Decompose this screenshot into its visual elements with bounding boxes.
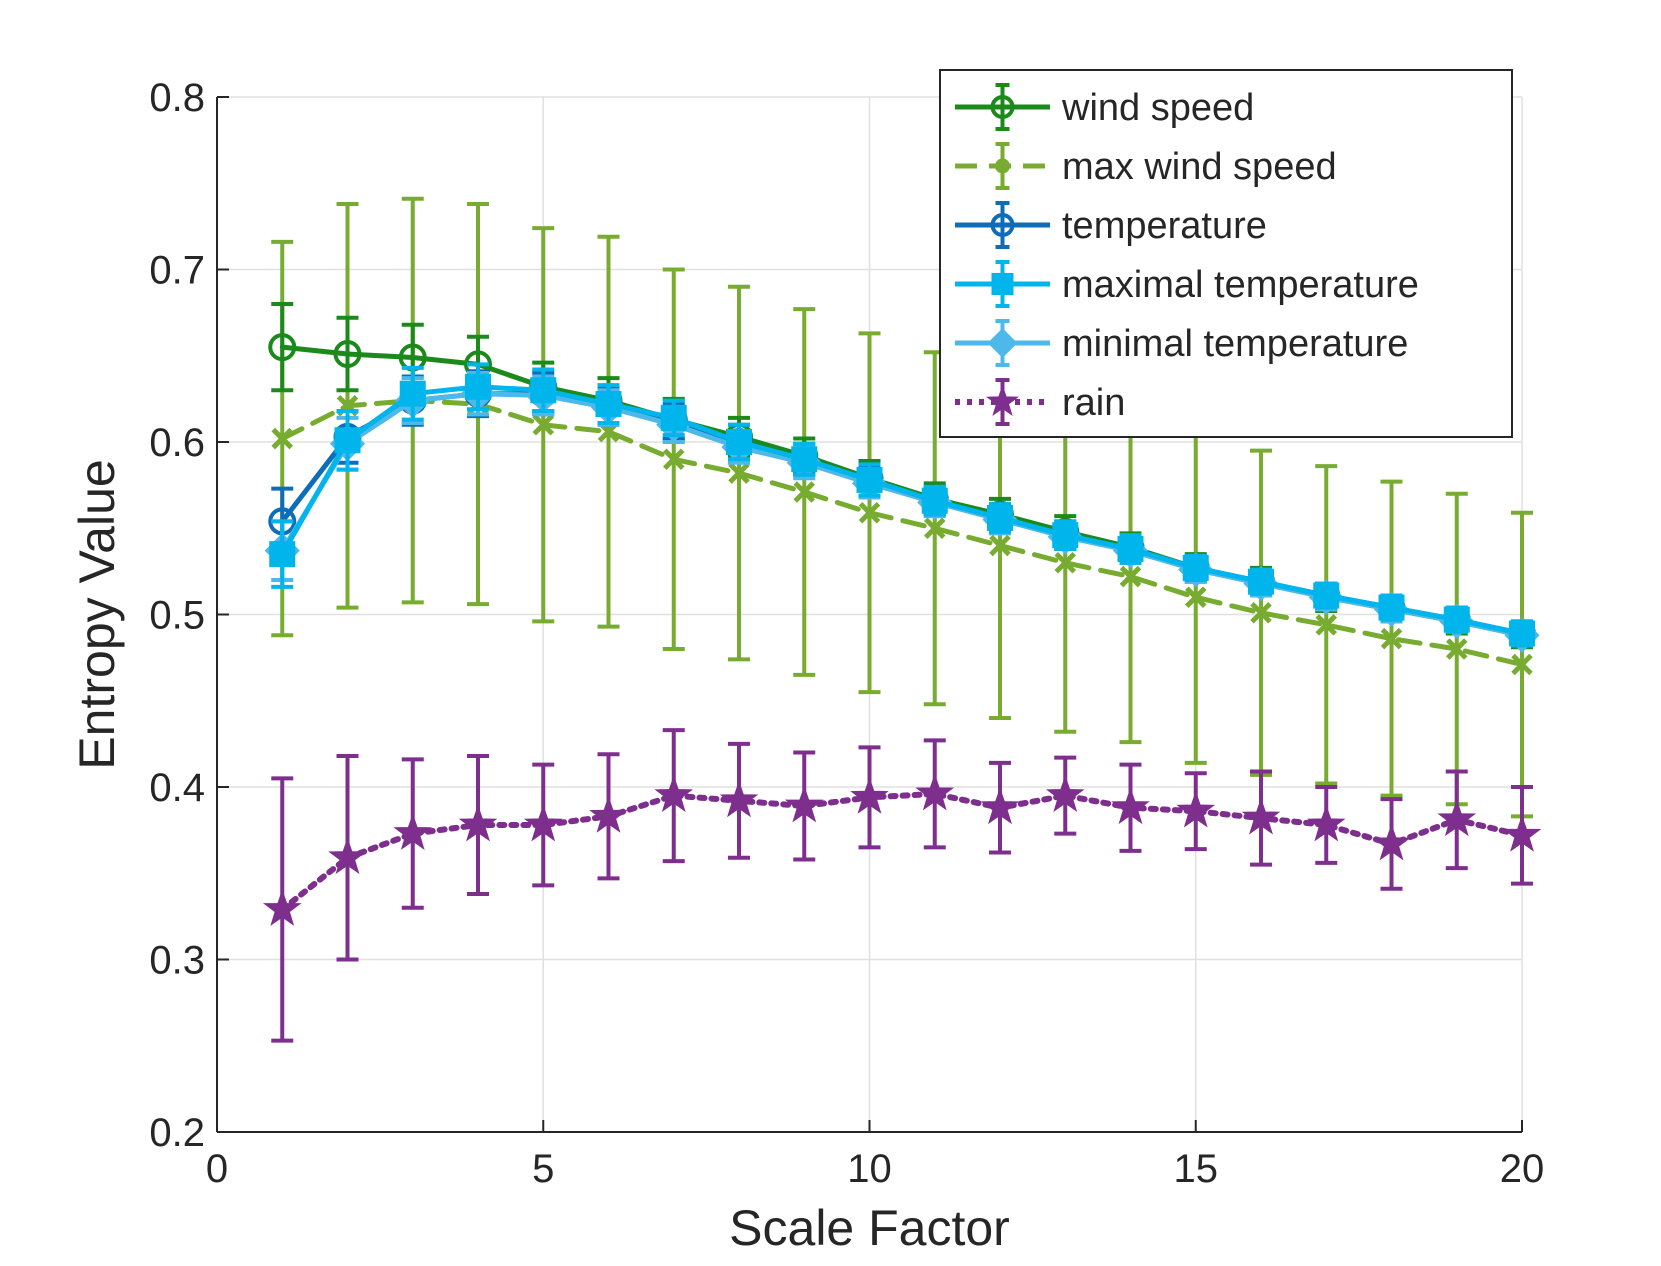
rain-point	[458, 804, 498, 842]
y-tick-label: 0.8	[149, 76, 205, 120]
maximal-temperature-point	[987, 504, 1013, 531]
x-tick-label: 20	[1500, 1147, 1545, 1191]
wind-speed-point	[268, 333, 297, 362]
axes: 0 5 10 15 20 0.2 0.3 0.4 0.5 0.6 0.7 0.8	[149, 76, 1544, 1191]
legend-item-rain: rain	[955, 378, 1125, 426]
legend-label: rain	[1062, 382, 1125, 424]
legend-label: max wind speed	[1062, 146, 1337, 188]
max-wind-speed-point	[271, 427, 294, 450]
max-wind-speed-point	[1315, 614, 1338, 636]
rain-point	[1241, 797, 1281, 835]
rain-point	[1306, 804, 1346, 842]
legend-marker-temperature	[990, 213, 1015, 237]
maximal-temperature-point	[1443, 606, 1470, 633]
y-tick-label: 0.2	[149, 1111, 205, 1155]
rain-point	[589, 795, 628, 833]
maximal-temperature-point	[660, 404, 687, 431]
series-group	[262, 196, 1542, 1043]
maximal-temperature-point	[595, 391, 622, 418]
max-wind-speed-point	[728, 462, 750, 484]
rain-point	[328, 837, 367, 875]
y-tick-label: 0.6	[149, 421, 205, 465]
maximal-temperature-point	[1248, 568, 1274, 595]
legend-item-max-wind-speed: max wind speed	[955, 142, 1337, 190]
rain-point	[1372, 823, 1411, 861]
legend-marker-wind-speed	[990, 95, 1015, 119]
legend-marker-max-wind-speed	[995, 158, 1010, 174]
x-tick-label: 15	[1174, 1147, 1219, 1191]
rain-point	[393, 813, 433, 850]
rain-point	[980, 787, 1020, 825]
maximal-temperature-point	[269, 541, 296, 568]
rain-point	[915, 773, 955, 811]
maximal-temperature-point	[465, 373, 491, 400]
maximal-temperature-point	[726, 429, 752, 455]
series-rain	[262, 728, 1542, 1043]
max-wind-speed-point	[662, 448, 685, 471]
y-tick-label: 0.7	[149, 249, 205, 293]
max-wind-speed-point	[989, 534, 1011, 557]
rain-point	[850, 777, 889, 814]
max-wind-speed-point	[1380, 627, 1403, 650]
max-wind-speed-point	[532, 413, 555, 436]
max-wind-speed-point	[1445, 638, 1468, 660]
y-tick-label: 0.4	[149, 766, 205, 810]
legend-item-wind-speed: wind speed	[955, 83, 1254, 131]
series-max-wind-speed	[271, 196, 1533, 819]
max-wind-speed-point	[923, 517, 946, 540]
maximal-temperature-point	[856, 466, 883, 493]
legend-label: temperature	[1062, 205, 1267, 247]
y-tick-label: 0.5	[149, 594, 205, 638]
legend-box	[939, 69, 1513, 438]
rain-point	[784, 785, 824, 823]
x-tick-label: 10	[847, 1147, 892, 1191]
maximal-temperature-point	[334, 427, 361, 454]
legend-item-maximal-temperature: maximal temperature	[955, 260, 1419, 308]
rain-point	[719, 780, 759, 818]
legend: wind speed max wind speed temperature maxim…	[939, 69, 1513, 438]
wind-speed-point	[333, 340, 362, 369]
legend-label: minimal temperature	[1062, 323, 1408, 365]
legend-label: wind speed	[1061, 87, 1254, 129]
max-wind-speed-point	[1119, 565, 1142, 588]
max-wind-speed-point	[1250, 602, 1272, 624]
maximal-temperature-point	[1378, 594, 1405, 621]
maximal-temperature-point	[399, 380, 426, 407]
max-wind-speed-point	[793, 481, 816, 503]
maximal-temperature-point	[1313, 582, 1340, 609]
legend-item-temperature: temperature	[955, 201, 1267, 249]
rain-point	[1176, 790, 1216, 828]
rain-point	[1111, 787, 1150, 825]
rain-point	[1437, 799, 1477, 837]
maximal-temperature-point	[530, 377, 557, 404]
maximal-temperature-point	[1509, 620, 1535, 647]
rain-point	[654, 775, 694, 813]
max-wind-speed-point	[1054, 551, 1077, 574]
legend-label: maximal temperature	[1062, 264, 1419, 306]
x-axis-label: Scale Factor	[729, 1200, 1010, 1256]
rain-point	[1045, 775, 1085, 813]
legend-item-minimal-temperature: minimal temperature	[955, 319, 1408, 367]
x-tick-label: 5	[532, 1147, 554, 1191]
rain-point	[1502, 814, 1542, 852]
y-tick-label: 0.3	[149, 939, 205, 983]
legend-marker-minimal-temperature	[987, 328, 1018, 358]
legend-marker-maximal-temperature	[991, 273, 1014, 295]
rain-point	[523, 804, 563, 842]
max-wind-speed-point	[1511, 653, 1533, 676]
maximal-temperature-point	[1117, 535, 1144, 562]
max-wind-speed-point	[858, 501, 881, 524]
maximal-temperature-point	[1052, 522, 1079, 549]
maximal-temperature-point	[791, 446, 818, 473]
max-wind-speed-point	[1184, 586, 1207, 609]
y-axis-label: Entropy Value	[69, 459, 125, 769]
maximal-temperature-point	[921, 487, 948, 514]
x-tick-label: 0	[206, 1147, 228, 1191]
legend-marker-rain	[986, 384, 1019, 416]
series-maximal-temperature	[269, 362, 1535, 648]
maximal-temperature-point	[1182, 554, 1209, 581]
rain-point	[262, 889, 302, 926]
